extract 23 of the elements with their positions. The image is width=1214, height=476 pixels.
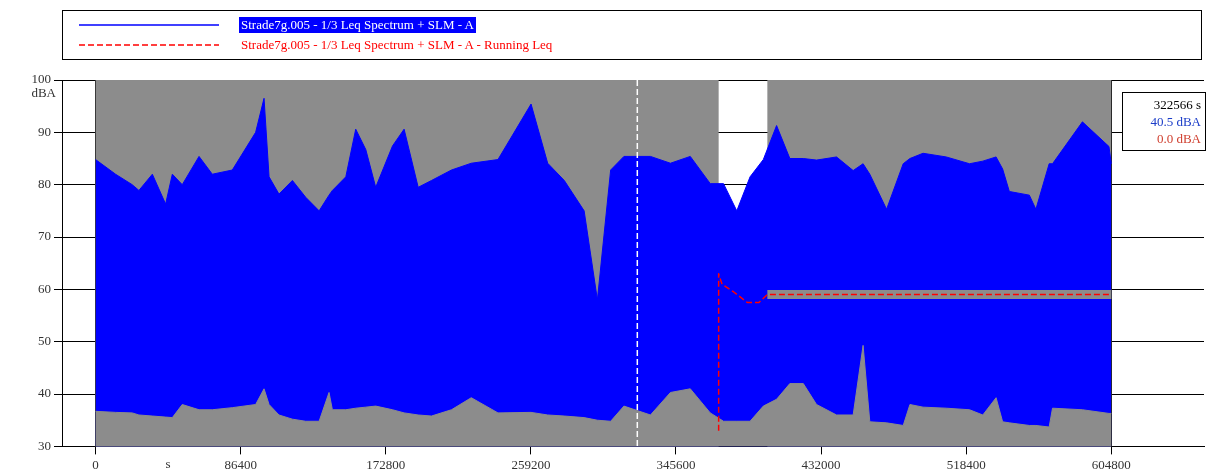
y-tick-label: 100 [31,71,51,87]
y-tick-label: 60 [38,280,51,296]
x-tick-label: 259200 [511,456,551,472]
x-tick-label: 86400 [224,456,257,472]
x-tick-label: 604800 [1091,456,1131,472]
y-tick-label: 80 [38,176,51,192]
y-tick-label: 50 [38,333,51,349]
y-tick-label: 70 [38,228,51,244]
annotation: 322566 s [1152,96,1201,113]
y-tick-label: 90 [38,123,51,139]
y-axis-title: dBA [31,85,57,101]
annotation: 0.0 dBA [1155,130,1201,147]
x-tick-label: 518400 [946,456,986,472]
y-tick-label: 30 [38,437,51,453]
x-tick-label: 345600 [656,456,696,472]
x-tick-label: 432000 [801,456,841,472]
text: Strade7g.005 - 1/3 Leq Spectrum + SLM - A [239,17,476,33]
x-tick-label: 0 [92,456,99,472]
y-tick-label: 40 [38,385,51,401]
x-tick-label: 172800 [366,456,406,472]
annotation: 40.5 dBA [1149,113,1201,130]
text: Strade7g.005 - 1/3 Leq Spectrum + SLM - A - Running Leq [240,37,554,53]
x-axis-title: s [165,456,171,472]
